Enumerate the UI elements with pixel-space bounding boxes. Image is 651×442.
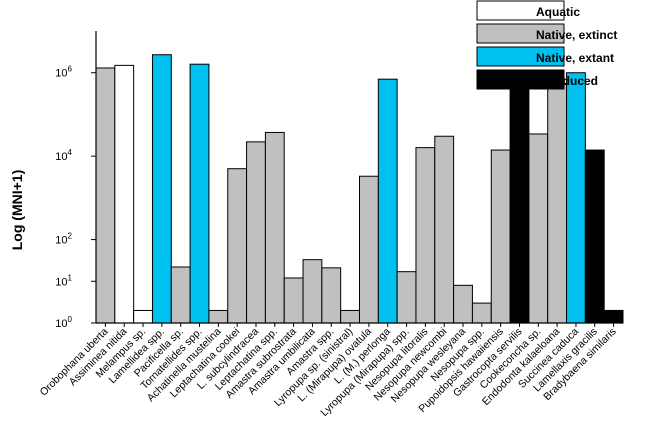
bar-10 — [264, 131, 285, 324]
legend-label-aquatic: Aquatic — [536, 5, 580, 19]
bar-13 — [321, 267, 342, 324]
y-tick-label: 102 — [55, 232, 72, 247]
bar-17 — [396, 271, 417, 324]
y-tick-base: 10 — [55, 235, 67, 247]
y-tick-base: 10 — [55, 276, 67, 288]
y-tick-label: 106 — [55, 65, 72, 80]
bar-1 — [95, 67, 116, 324]
y-tick-label: 101 — [55, 273, 72, 288]
bar-4 — [151, 54, 172, 324]
bar-26 — [566, 72, 586, 324]
legend-swatch-introduced — [476, 69, 565, 90]
bar-5 — [170, 266, 191, 324]
y-tick-base: 10 — [55, 68, 67, 80]
bar-8 — [227, 168, 248, 324]
legend: Aquatic Native, extinct Native, extant Intr… — [476, 0, 617, 90]
bar-22 — [490, 149, 511, 324]
y-tick-exponent: 0 — [68, 315, 73, 324]
bar-16 — [377, 78, 398, 324]
y-tick-base: 10 — [55, 318, 67, 330]
bar-7 — [208, 309, 229, 324]
bar-20 — [453, 284, 473, 324]
bar-9 — [246, 141, 266, 324]
bar-24 — [528, 133, 549, 324]
y-tick-exponent: 4 — [68, 148, 73, 157]
legend-swatch-native_extant — [476, 46, 565, 67]
legend-swatch-native_extinct — [476, 23, 565, 44]
legend-swatch-aquatic — [476, 0, 565, 21]
legend-label-introduced: Introduced — [536, 74, 598, 88]
y-tick-label: 100 — [55, 315, 72, 330]
y-tick-exponent: 6 — [68, 65, 73, 74]
y-tick-exponent: 1 — [68, 273, 73, 282]
bars — [95, 54, 624, 324]
bar-14 — [340, 309, 360, 324]
bar-12 — [302, 259, 323, 324]
bar-23 — [509, 83, 530, 324]
y-tick-exponent: 2 — [68, 232, 73, 241]
axes — [95, 31, 623, 324]
bar-27 — [584, 149, 605, 324]
bar-25 — [547, 83, 568, 324]
y-tick-label: 104 — [55, 148, 72, 163]
bar-21 — [471, 302, 492, 324]
y-axis-title: Log (MNI+1) — [9, 170, 25, 251]
bar-28 — [603, 309, 624, 324]
bar-15 — [359, 175, 379, 324]
bar-2 — [114, 64, 135, 324]
bar-3 — [133, 309, 153, 324]
legend-label-native_extinct: Native, extinct — [536, 28, 617, 42]
bar-18 — [415, 147, 436, 324]
legend-label-native_extant: Native, extant — [536, 51, 614, 65]
y-tick-base: 10 — [55, 151, 67, 163]
bar-6 — [189, 63, 210, 324]
bar-11 — [283, 277, 304, 324]
bar-19 — [434, 135, 455, 324]
